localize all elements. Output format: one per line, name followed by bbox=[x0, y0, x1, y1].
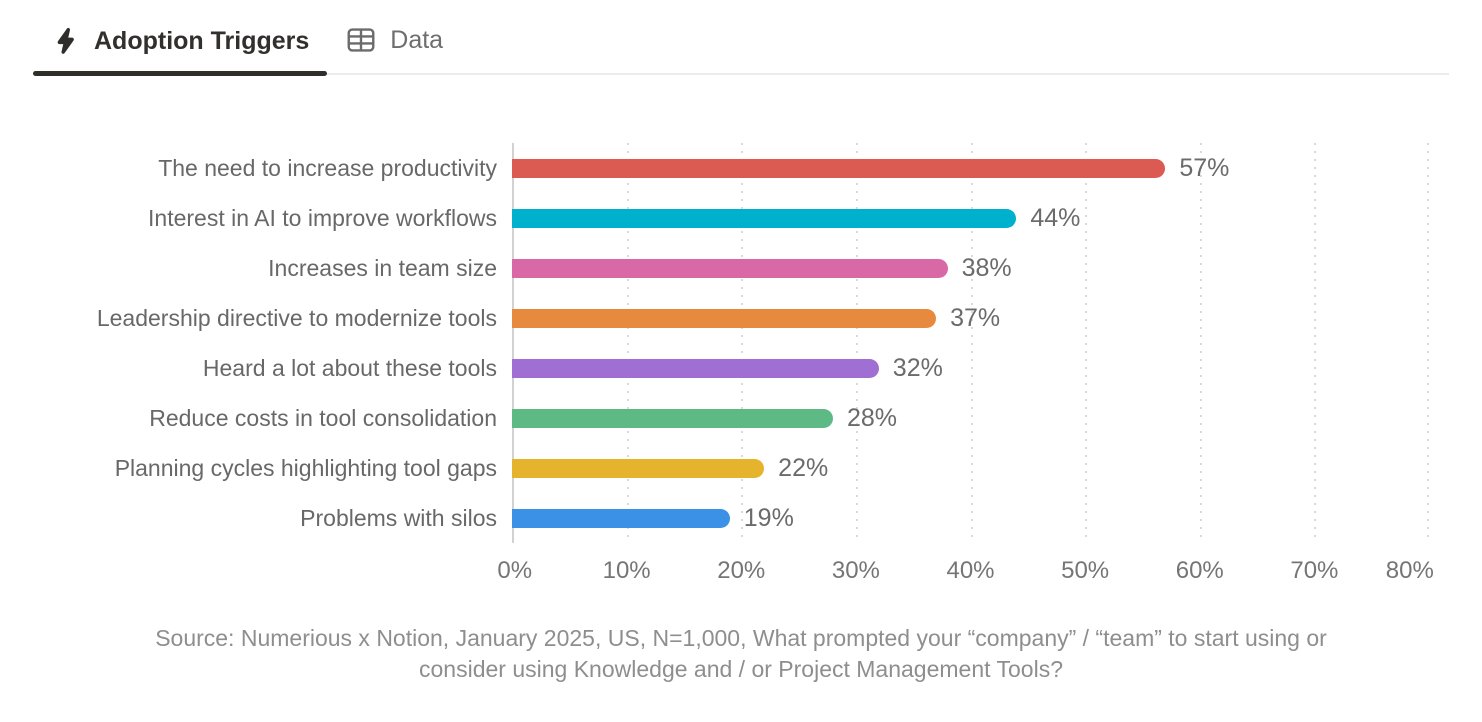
x-tick: 60% bbox=[1175, 557, 1224, 584]
value-label: 22% bbox=[778, 453, 829, 482]
value-label: 32% bbox=[892, 353, 943, 382]
source-line-2: consider using Knowledge and / or Projec… bbox=[419, 656, 1063, 682]
x-tick: 80% bbox=[1385, 557, 1434, 584]
bar-row: 44% bbox=[512, 193, 1429, 243]
tab-label: Adoption Triggers bbox=[94, 26, 310, 55]
gridline bbox=[1085, 143, 1088, 543]
lightning-icon bbox=[51, 26, 81, 56]
category-label: Problems with silos bbox=[300, 505, 497, 531]
bar[interactable] bbox=[512, 408, 833, 428]
x-tick: 70% bbox=[1290, 557, 1339, 584]
gridline bbox=[1199, 143, 1202, 543]
source-line-1: Source: Numerious x Notion, January 2025… bbox=[155, 625, 1327, 651]
value-label: 37% bbox=[950, 303, 1001, 332]
gridline bbox=[1427, 143, 1429, 543]
value-label: 19% bbox=[743, 503, 794, 532]
gridline bbox=[741, 143, 744, 543]
bar-row: 22% bbox=[512, 443, 1429, 493]
bar-row: 32% bbox=[512, 343, 1429, 393]
category-labels: The need to increase productivity Intere… bbox=[0, 143, 512, 543]
tab-adoption-triggers[interactable]: Adoption Triggers bbox=[33, 26, 328, 76]
y-axis-line bbox=[512, 143, 514, 543]
gridline bbox=[970, 143, 973, 543]
category-label: Heard a lot about these tools bbox=[202, 355, 497, 381]
bar[interactable] bbox=[512, 508, 730, 528]
gridline bbox=[626, 143, 629, 543]
gridline bbox=[855, 143, 858, 543]
x-tick: 20% bbox=[717, 557, 766, 584]
bar[interactable] bbox=[512, 308, 937, 328]
x-tick: 10% bbox=[602, 557, 651, 584]
bar[interactable] bbox=[512, 158, 1166, 178]
value-label: 57% bbox=[1179, 153, 1230, 182]
source-note: Source: Numerious x Notion, January 2025… bbox=[0, 623, 1482, 685]
x-tick: 50% bbox=[1061, 557, 1110, 584]
x-axis: 0% 10% 20% 30% 40% 50% 60% 70% 80% bbox=[497, 543, 1433, 589]
bar-chart: The need to increase productivity Intere… bbox=[0, 143, 1482, 589]
bar[interactable] bbox=[512, 358, 879, 378]
x-tick: 30% bbox=[831, 557, 880, 584]
bar[interactable] bbox=[512, 458, 765, 478]
x-tick: 0% bbox=[497, 557, 533, 584]
tab-label: Data bbox=[390, 25, 444, 54]
bar[interactable] bbox=[512, 258, 948, 278]
plot-area: 57% 44% 38% 37% 32% 28% bbox=[512, 143, 1429, 543]
bar-row: 37% bbox=[512, 293, 1429, 343]
value-label: 44% bbox=[1030, 203, 1081, 232]
value-label: 38% bbox=[961, 253, 1012, 282]
x-tick: 40% bbox=[946, 557, 995, 584]
bar[interactable] bbox=[512, 208, 1017, 228]
category-label: Reduce costs in tool consolidation bbox=[149, 405, 497, 431]
tab-data[interactable]: Data bbox=[327, 24, 461, 73]
category-label: Planning cycles highlighting tool gaps bbox=[114, 455, 497, 481]
bar-row: 57% bbox=[512, 143, 1429, 193]
table-icon bbox=[345, 24, 377, 56]
category-label: Increases in team size bbox=[268, 255, 497, 281]
bar-row: 19% bbox=[512, 493, 1429, 543]
bar-row: 38% bbox=[512, 243, 1429, 293]
category-label: Interest in AI to improve workflows bbox=[148, 205, 497, 231]
gridline bbox=[1314, 143, 1317, 543]
value-label: 28% bbox=[846, 403, 897, 432]
bar-row: 28% bbox=[512, 393, 1429, 443]
category-label: The need to increase productivity bbox=[158, 155, 497, 181]
tab-bar: Adoption Triggers Data bbox=[33, 0, 1449, 76]
category-label: Leadership directive to modernize tools bbox=[96, 305, 497, 331]
